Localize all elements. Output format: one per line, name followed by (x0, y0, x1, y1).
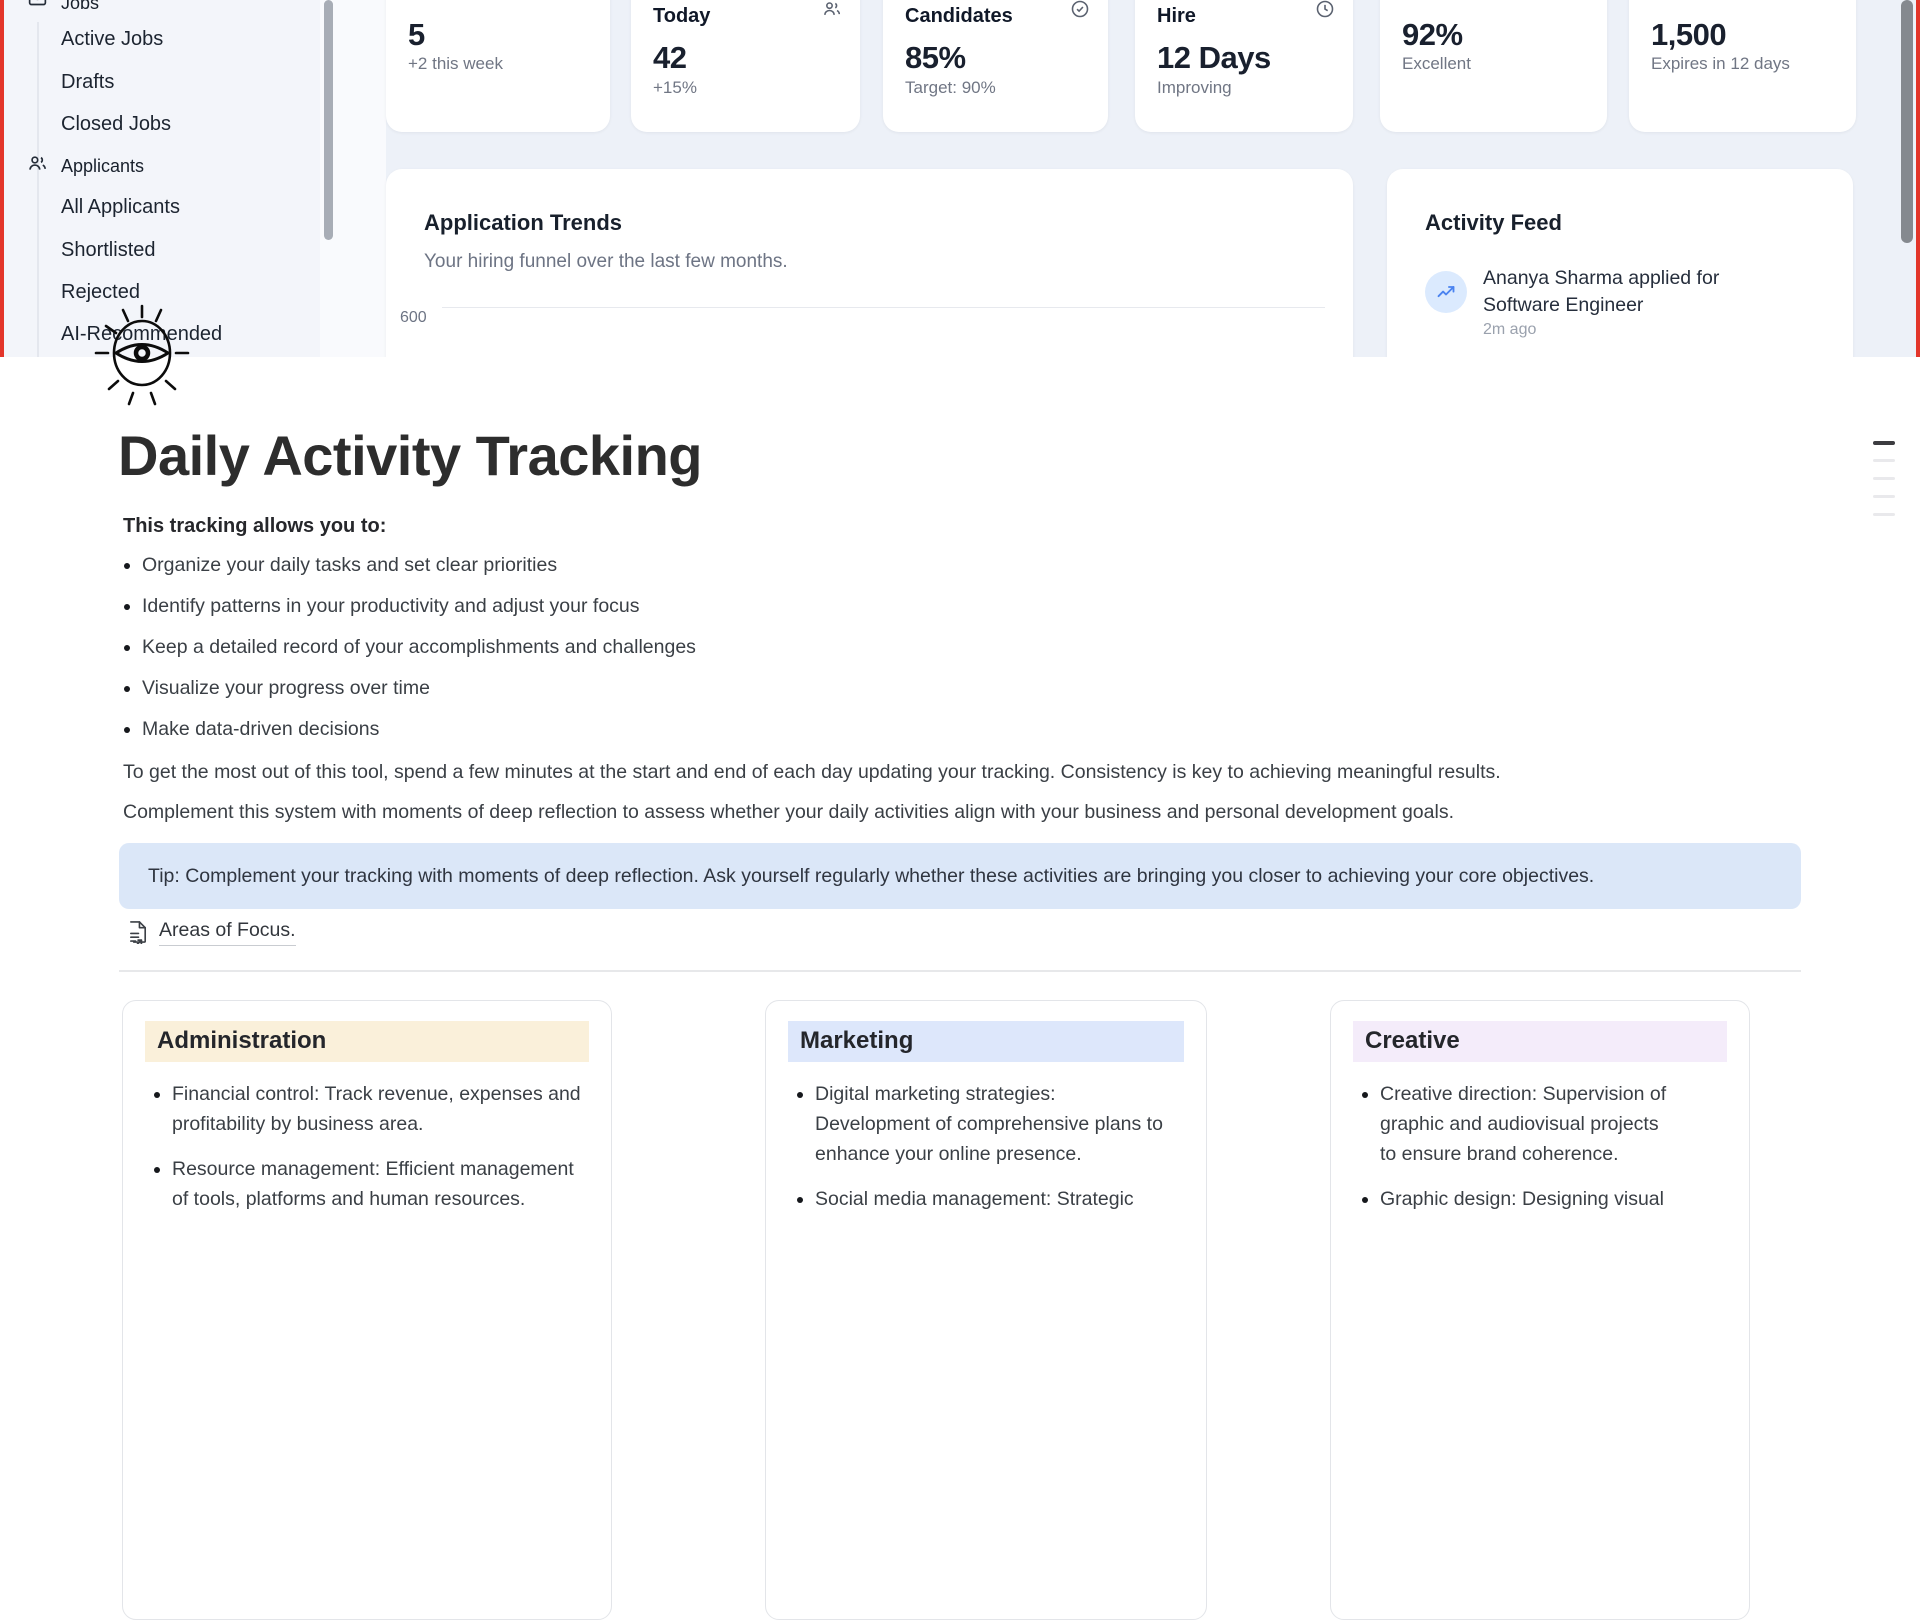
sidebar: Jobs Active Jobs Drafts Closed Jobs Appl… (4, 0, 320, 357)
red-border-right (1916, 0, 1920, 357)
page-title: Daily Activity Tracking (118, 424, 703, 487)
stat-subtext: Expires in 12 days (1651, 54, 1790, 73)
stat-card-expiry: 1,500 Expires in 12 days (1629, 0, 1856, 132)
sidebar-item-closed-jobs[interactable]: Closed Jobs (61, 113, 172, 135)
stat-value: 5 (408, 17, 425, 52)
administration-card: Administration Financial control: Track … (122, 1000, 612, 1620)
stat-title: Hire (1157, 5, 1196, 27)
marketing-card: Marketing Digital marketing strategies: … (765, 1000, 1207, 1620)
tip-text: Tip: Complement your tracking with momen… (148, 864, 1595, 887)
activity-text: Ananya Sharma applied for Software Engin… (1483, 267, 1720, 316)
trends-subtitle: Your hiring funnel over the last few mon… (424, 251, 788, 272)
paragraph: To get the most out of this tool, spend … (123, 761, 1501, 783)
page-scrollbar[interactable] (1901, 0, 1913, 243)
list-item: Social media management: Strategic (815, 1184, 1170, 1214)
intro-heading: This tracking allows you to: (123, 515, 387, 537)
trends-title: Application Trends (424, 210, 623, 235)
sidebar-indent-line (37, 22, 39, 357)
stat-card-hire: Hire 12 Days Improving (1135, 0, 1353, 132)
administration-heading: Administration (145, 1021, 589, 1062)
list-item: Digital marketing strategies: Developmen… (815, 1079, 1170, 1169)
list-item: Graphic design: Designing visual (1380, 1184, 1680, 1214)
outline-line-active[interactable] (1873, 441, 1895, 445)
stat-value: 42 (653, 40, 687, 75)
sidebar-item-rejected[interactable]: Rejected (61, 281, 140, 303)
list-item: Creative direction: Supervision of graph… (1380, 1079, 1680, 1169)
users-icon (822, 0, 842, 19)
list-item: Make data-driven decisions (142, 715, 696, 743)
sidebar-item-all-applicants[interactable]: All Applicants (61, 196, 180, 218)
dashboard-section: Jobs Active Jobs Drafts Closed Jobs Appl… (0, 0, 1920, 357)
sidebar-item-active-jobs[interactable]: Active Jobs (61, 28, 164, 50)
activity-feed-card: Activity Feed Ananya Sharma applied for … (1387, 169, 1853, 357)
stat-card-candidates: Candidates 85% Target: 90% (883, 0, 1108, 132)
document-section: Daily Activity Tracking This tracking al… (0, 357, 1920, 1620)
areas-of-focus-link[interactable]: Areas of Focus. (127, 919, 296, 946)
trending-up-icon (1425, 271, 1467, 313)
stat-subtext: Excellent (1402, 54, 1471, 73)
chart-gridline (442, 307, 1325, 308)
section-divider (119, 970, 1801, 972)
stat-subtext: +2 this week (408, 54, 503, 73)
benefits-list: Organize your daily tasks and set clear … (142, 551, 696, 756)
users-icon (27, 153, 48, 174)
stat-value: 1,500 (1651, 17, 1727, 52)
list-item: Resource management: Efficient managemen… (172, 1154, 589, 1214)
page-link-icon (127, 920, 150, 946)
sidebar-group-jobs[interactable]: Jobs (61, 0, 100, 13)
sidebar-item-ai-recommended[interactable]: AI-Recommended (61, 323, 223, 345)
red-border-left (0, 0, 4, 357)
stat-value: 12 Days (1157, 40, 1271, 75)
application-trends-card: Application Trends Your hiring funnel ov… (386, 169, 1353, 357)
creative-list: Creative direction: Supervision of graph… (1380, 1079, 1727, 1214)
outline-line[interactable] (1873, 495, 1895, 498)
sidebar-group-applicants[interactable]: Applicants (61, 156, 145, 176)
areas-of-focus-label[interactable]: Areas of Focus. (159, 919, 296, 946)
marketing-heading: Marketing (788, 1021, 1184, 1062)
sidebar-item-shortlisted[interactable]: Shortlisted (61, 239, 156, 261)
tip-callout: Tip: Complement your tracking with momen… (119, 843, 1801, 909)
creative-heading: Creative (1353, 1021, 1727, 1062)
stat-value: 85% (905, 40, 966, 75)
stat-card-active-jobs: 5 +2 this week (386, 0, 610, 132)
list-item: Keep a detailed record of your accomplis… (142, 633, 696, 661)
list-item: Organize your daily tasks and set clear … (142, 551, 696, 579)
outline-line[interactable] (1873, 513, 1895, 516)
list-item: Visualize your progress over time (142, 674, 696, 702)
sidebar-scrollbar[interactable] (324, 0, 333, 240)
outline-line[interactable] (1873, 459, 1895, 462)
y-axis-tick-600: 600 (400, 309, 427, 326)
check-circle-icon (1070, 0, 1090, 19)
briefcase-icon (27, 0, 48, 8)
stat-value: 92% (1402, 17, 1463, 52)
stat-subtext: +15% (653, 78, 697, 97)
list-item: Identify patterns in your productivity a… (142, 592, 696, 620)
stat-card-today: Today 42 +15% (631, 0, 860, 132)
administration-list: Financial control: Track revenue, expens… (172, 1079, 589, 1214)
stat-title: Today (653, 5, 711, 27)
clock-icon (1315, 0, 1335, 19)
stat-subtext: Improving (1157, 78, 1232, 97)
marketing-list: Digital marketing strategies: Developmen… (815, 1079, 1184, 1214)
stat-title: Candidates (905, 5, 1013, 27)
stat-card-quality: 92% Excellent (1380, 0, 1607, 132)
activity-timestamp: 2m ago (1483, 321, 1537, 338)
eye-doodle-icon (92, 296, 192, 410)
stat-subtext: Target: 90% (905, 78, 996, 97)
list-item: Financial control: Track revenue, expens… (172, 1079, 589, 1139)
paragraph: Complement this system with moments of d… (123, 801, 1454, 823)
sidebar-item-drafts[interactable]: Drafts (61, 71, 115, 93)
activity-feed-title: Activity Feed (1425, 210, 1562, 235)
outline-line[interactable] (1873, 477, 1895, 480)
creative-card: Creative Creative direction: Supervision… (1330, 1000, 1750, 1620)
